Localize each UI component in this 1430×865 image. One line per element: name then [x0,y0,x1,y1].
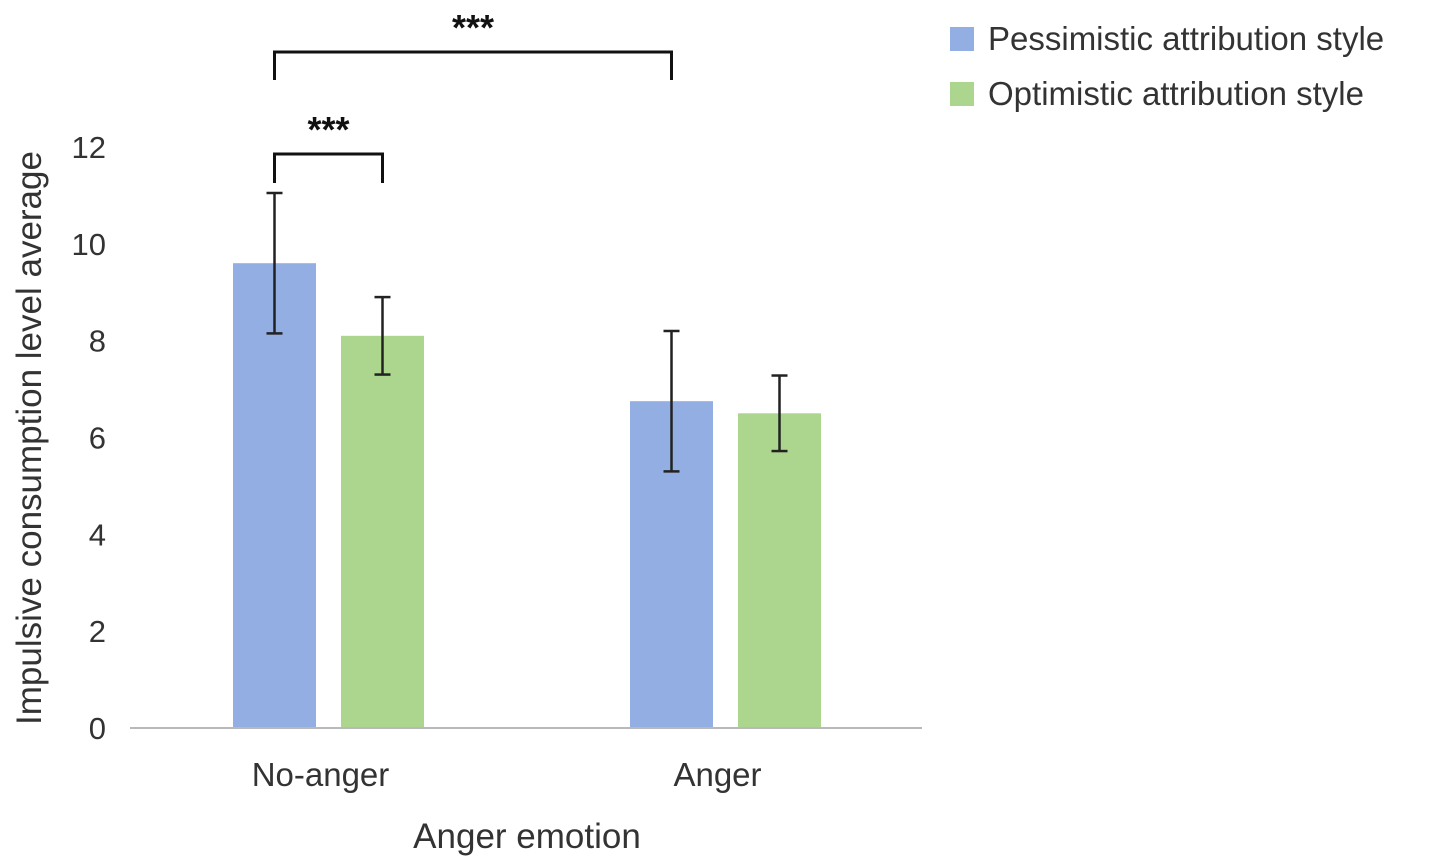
y-tick-label: 4 [89,517,106,552]
y-tick-label: 12 [72,130,106,165]
significance-label: *** [452,7,494,48]
significance-bracket: *** [273,109,384,183]
error-bar [266,191,283,335]
legend: Pessimistic attribution style Optimistic … [950,20,1384,112]
y-tick-label: 2 [89,614,106,649]
y-axis-ticks: 0 2 4 6 8 10 12 [72,130,106,746]
x-axis-title: Anger emotion [413,817,641,856]
bar-optimistic-no-anger [341,335,424,728]
significance-label: *** [307,109,349,150]
legend-label: Optimistic attribution style [988,75,1364,112]
legend-swatch [950,82,974,106]
bar-optimistic-anger [738,413,821,728]
significance-bracket: *** [273,7,673,80]
x-category-label: Anger [673,756,761,793]
error-bar [771,374,788,453]
error-bars [266,191,788,473]
y-tick-label: 0 [89,711,106,746]
legend-label: Pessimistic attribution style [988,20,1384,57]
significance-brackets: *** *** [273,7,673,183]
y-tick-label: 8 [89,324,106,359]
legend-swatch [950,27,974,51]
legend-item: Pessimistic attribution style [950,20,1384,57]
category-labels: No-anger Anger [252,756,762,793]
y-axis-title: Impulsive consumption level average [10,151,49,725]
error-bar [374,295,391,376]
y-tick-label: 10 [72,227,106,262]
x-category-label: No-anger [252,756,390,793]
legend-item: Optimistic attribution style [950,75,1364,112]
error-bar [663,329,680,473]
bar-pessimistic-no-anger [233,263,316,728]
y-tick-label: 6 [89,421,106,456]
bars [233,263,821,728]
